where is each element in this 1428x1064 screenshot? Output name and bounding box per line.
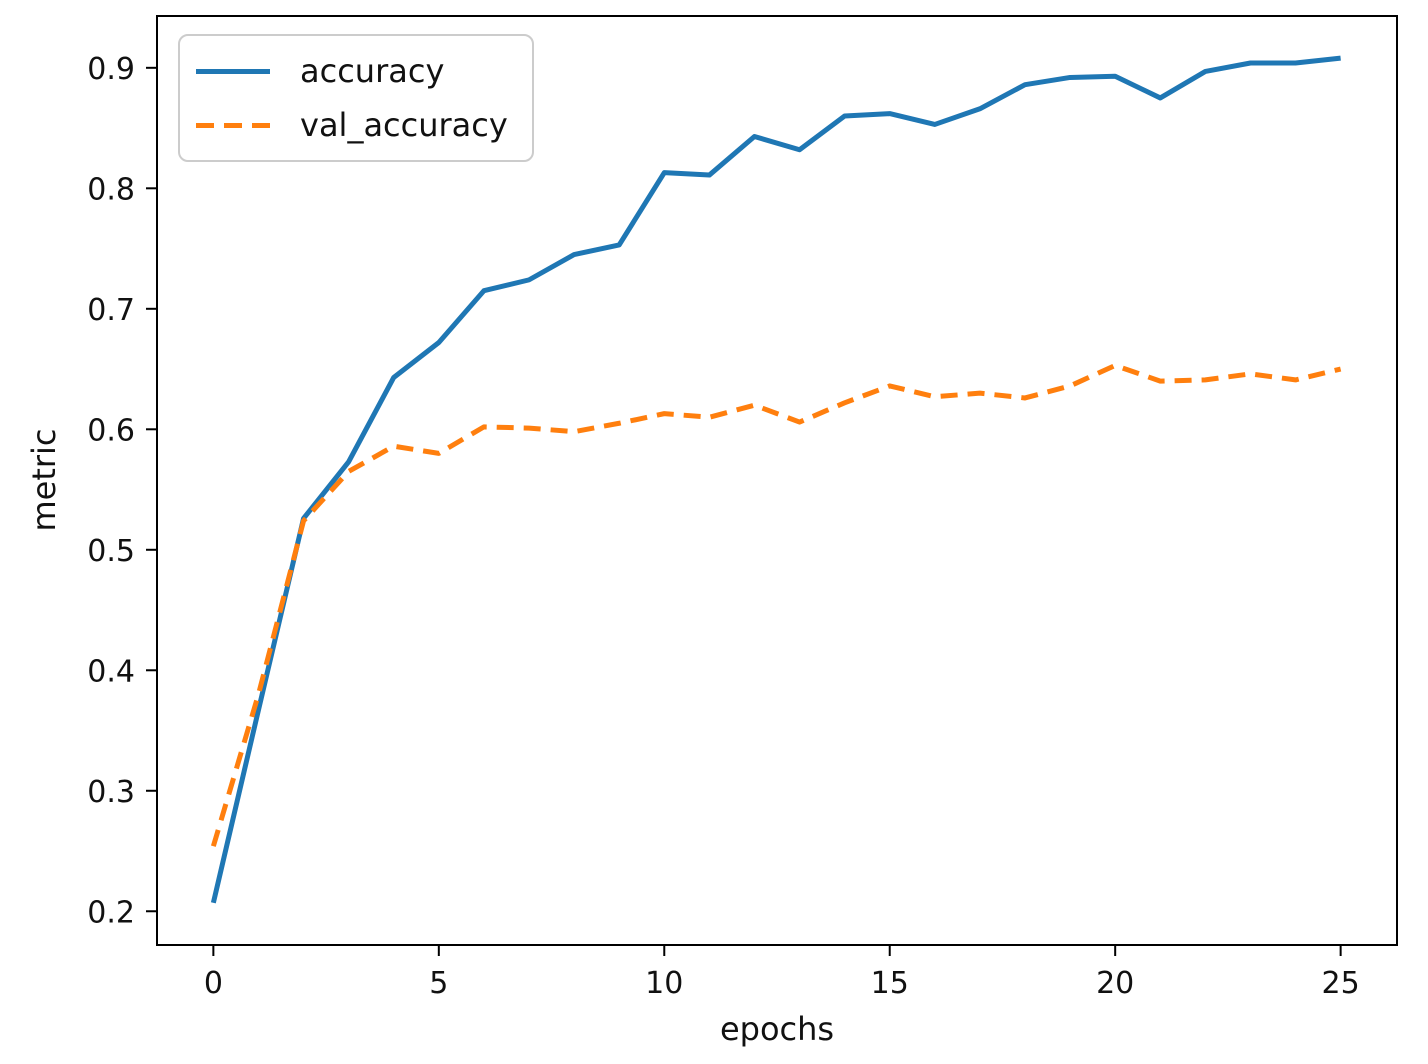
- y-axis-tick-label: 0.3: [87, 775, 135, 810]
- x-axis-tick-label: 5: [429, 966, 448, 1001]
- y-axis-tick-label: 0.4: [87, 654, 135, 689]
- y-axis-tick-label: 0.8: [87, 172, 135, 207]
- x-axis-label: epochs: [719, 1010, 835, 1048]
- legend-item-val-accuracy: val_accuracy: [196, 100, 508, 150]
- y-axis-tick-label: 0.6: [87, 413, 135, 448]
- x-axis-tick-label: 20: [1096, 966, 1134, 1001]
- legend-label-accuracy: accuracy: [300, 52, 445, 90]
- y-axis-tick-label: 0.7: [87, 293, 135, 328]
- accuracy-line: [210, 55, 1341, 904]
- x-axis-tick-label: 0: [204, 966, 223, 1001]
- x-axis-tick-label: 15: [871, 966, 909, 1001]
- x-axis-tick-label: 25: [1322, 966, 1360, 1001]
- val-accuracy-line-icon: [196, 122, 270, 128]
- legend-label-val-accuracy: val_accuracy: [300, 106, 508, 144]
- y-axis-tick-label: 0.2: [87, 895, 135, 930]
- plot-border: [156, 15, 1398, 946]
- val_accuracy-line: [210, 362, 1342, 847]
- legend: accuracy val_accuracy: [178, 34, 534, 162]
- accuracy-line-icon: [196, 68, 270, 74]
- y-axis-label: metric: [25, 428, 63, 532]
- legend-item-accuracy: accuracy: [196, 46, 508, 96]
- x-axis-tick-label: 10: [645, 966, 683, 1001]
- y-axis-tick-label: 0.9: [87, 52, 135, 87]
- y-axis-tick-label: 0.5: [87, 534, 135, 569]
